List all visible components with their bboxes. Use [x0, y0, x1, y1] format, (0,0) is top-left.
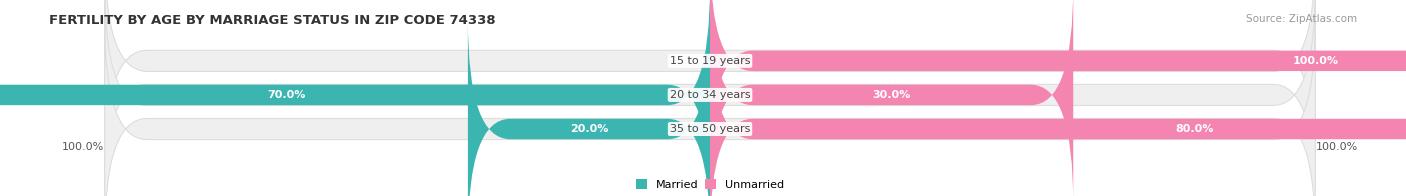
FancyBboxPatch shape — [104, 0, 1316, 196]
FancyBboxPatch shape — [710, 0, 1406, 170]
FancyBboxPatch shape — [104, 0, 1316, 170]
Text: 70.0%: 70.0% — [267, 90, 305, 100]
Text: 30.0%: 30.0% — [873, 90, 911, 100]
Text: 100.0%: 100.0% — [1292, 56, 1339, 66]
Text: 20 to 34 years: 20 to 34 years — [669, 90, 751, 100]
Text: 35 to 50 years: 35 to 50 years — [669, 124, 751, 134]
Legend: Married, Unmarried: Married, Unmarried — [634, 177, 786, 192]
FancyBboxPatch shape — [104, 20, 1316, 196]
Text: 100.0%: 100.0% — [62, 142, 104, 152]
Text: 80.0%: 80.0% — [1175, 124, 1213, 134]
Text: 100.0%: 100.0% — [1316, 142, 1358, 152]
Text: 20.0%: 20.0% — [569, 124, 609, 134]
FancyBboxPatch shape — [710, 20, 1406, 196]
FancyBboxPatch shape — [710, 0, 1073, 196]
Text: 15 to 19 years: 15 to 19 years — [669, 56, 751, 66]
Text: FERTILITY BY AGE BY MARRIAGE STATUS IN ZIP CODE 74338: FERTILITY BY AGE BY MARRIAGE STATUS IN Z… — [49, 14, 496, 27]
Text: Source: ZipAtlas.com: Source: ZipAtlas.com — [1246, 14, 1357, 24]
FancyBboxPatch shape — [0, 0, 710, 196]
FancyBboxPatch shape — [468, 20, 710, 196]
